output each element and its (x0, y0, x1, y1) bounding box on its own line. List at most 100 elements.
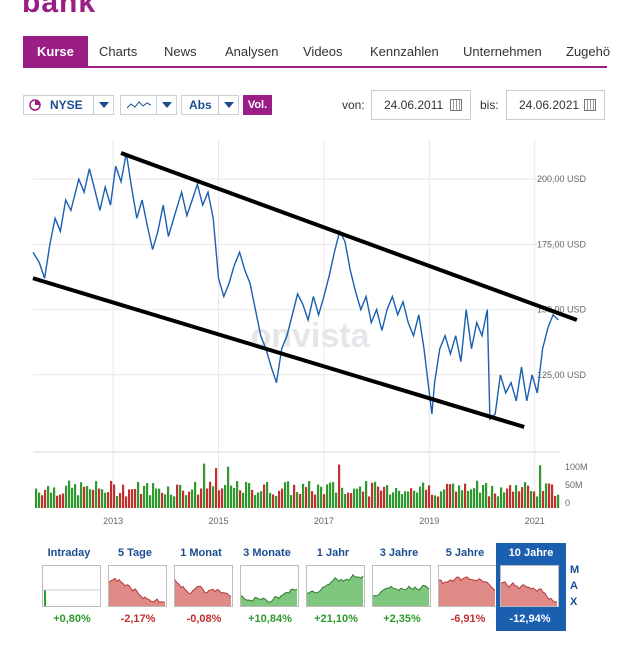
volume-bar (215, 468, 218, 508)
volume-bar (230, 485, 233, 508)
volume-bar (173, 496, 176, 508)
period-5-jahre[interactable]: 5 Jahre -6,91% (434, 543, 497, 629)
period-1-monat[interactable]: 1 Monat -0,08% (170, 543, 233, 629)
tab-unternehmen[interactable]: Unternehmen (463, 44, 542, 59)
period-10-jahre[interactable]: 10 Jahre -12,94% (496, 543, 566, 631)
max-button[interactable]: M A X (570, 562, 579, 610)
bank-logo: bank (22, 0, 97, 19)
volume-bar (404, 491, 407, 508)
volume-bar (134, 488, 137, 508)
volume-bar (200, 488, 203, 508)
volume-bar (137, 482, 140, 508)
from-date-value: 24.06.2011 (384, 98, 444, 112)
volume-tick-label: 100M (565, 462, 588, 472)
volume-bar (80, 482, 83, 508)
chevron-down-icon[interactable] (93, 96, 113, 114)
volume-bar (380, 490, 383, 508)
volume-bar (494, 493, 497, 508)
volume-bar (323, 494, 326, 508)
volume-bar (149, 495, 152, 508)
volume-bar (143, 485, 146, 508)
tab-bar: Kurse Charts News Analysen Videos Kennza… (23, 36, 611, 68)
tab-news[interactable]: News (164, 44, 197, 59)
volume-bar (305, 487, 308, 508)
volume-bar (116, 496, 119, 508)
volume-bar (500, 487, 503, 508)
volume-bar (47, 485, 50, 508)
volume-bar (554, 495, 557, 508)
volume-bar (110, 480, 113, 508)
period-3-jahre[interactable]: 3 Jahre +2,35% (368, 543, 431, 629)
tab-zugehoerig[interactable]: Zugehö (566, 44, 611, 59)
tab-charts[interactable]: Charts (99, 44, 138, 59)
volume-bar (50, 492, 53, 508)
from-date-input[interactable]: 24.06.2011 (371, 90, 471, 120)
tab-kurse[interactable]: Kurse (23, 36, 88, 68)
volume-bar (248, 483, 251, 508)
volume-bar (209, 481, 212, 508)
volume-bar (527, 485, 530, 508)
volume-toggle-button[interactable]: Vol. (243, 95, 272, 115)
volume-bar (314, 494, 317, 508)
chart-type-select[interactable] (120, 95, 177, 115)
period-intraday[interactable]: Intraday +0,80% (38, 543, 101, 629)
volume-bar (557, 494, 560, 508)
volume-bar (320, 486, 323, 508)
volume-bar (443, 489, 446, 508)
chevron-down-icon[interactable] (218, 96, 238, 114)
period-thumbnail (372, 565, 431, 607)
volume-bar (509, 485, 512, 508)
volume-bar (347, 492, 350, 508)
volume-bar (92, 489, 95, 508)
volume-bar (470, 489, 473, 508)
period-1-jahr[interactable]: 1 Jahr +21,10% (302, 543, 365, 629)
volume-bar (155, 488, 158, 508)
volume-bar (530, 491, 533, 508)
tab-kennzahlen[interactable]: Kennzahlen (370, 44, 439, 59)
volume-bar (419, 486, 422, 508)
chevron-down-icon[interactable] (156, 96, 176, 114)
period-selector: Intraday +0,80% 5 Tage -2,17% 1 Monat -0,08% 3… (38, 543, 568, 633)
volume-bar (74, 484, 77, 508)
volume-bar (389, 494, 392, 508)
volume-bar (359, 486, 362, 508)
volume-bar (416, 492, 419, 508)
volume-bar (362, 491, 365, 508)
volume-bar (428, 485, 431, 508)
volume-bar (518, 491, 521, 508)
y-tick-label: 175,00 USD (537, 239, 587, 249)
trend-line (120, 151, 578, 322)
from-label: von: (342, 98, 365, 112)
volume-bar (38, 492, 41, 508)
tab-videos[interactable]: Videos (303, 44, 343, 59)
volume-bar (152, 483, 155, 508)
volume-bar (239, 490, 242, 508)
period-5-tage[interactable]: 5 Tage -2,17% (104, 543, 167, 629)
scale-value: Abs (189, 98, 212, 112)
volume-bar (44, 489, 47, 508)
volume-bar (164, 494, 167, 508)
volume-bar (284, 482, 287, 508)
to-date-input[interactable]: 24.06.2021 (506, 90, 605, 120)
volume-bar (479, 492, 482, 508)
volume-bar (218, 490, 221, 508)
volume-bar (197, 494, 200, 508)
volume-bar (254, 495, 257, 508)
volume-bar (113, 484, 116, 508)
volume-bar (161, 492, 164, 508)
volume-tick-label: 0 (565, 498, 570, 508)
volume-bar (212, 486, 215, 508)
volume-bar (332, 482, 335, 508)
scale-select[interactable]: Abs (181, 95, 239, 115)
calendar-icon[interactable] (584, 99, 596, 111)
max-letter-x: X (570, 596, 578, 608)
volume-bar (236, 481, 239, 508)
exchange-select[interactable]: NYSE (23, 95, 114, 115)
period-3-monate[interactable]: 3 Monate +10,84% (236, 543, 299, 629)
period-change: +0,80% (53, 613, 91, 625)
volume-bar (122, 484, 125, 508)
calendar-icon[interactable] (450, 99, 462, 111)
volume-bar (65, 485, 68, 508)
tab-analysen[interactable]: Analysen (225, 44, 279, 59)
